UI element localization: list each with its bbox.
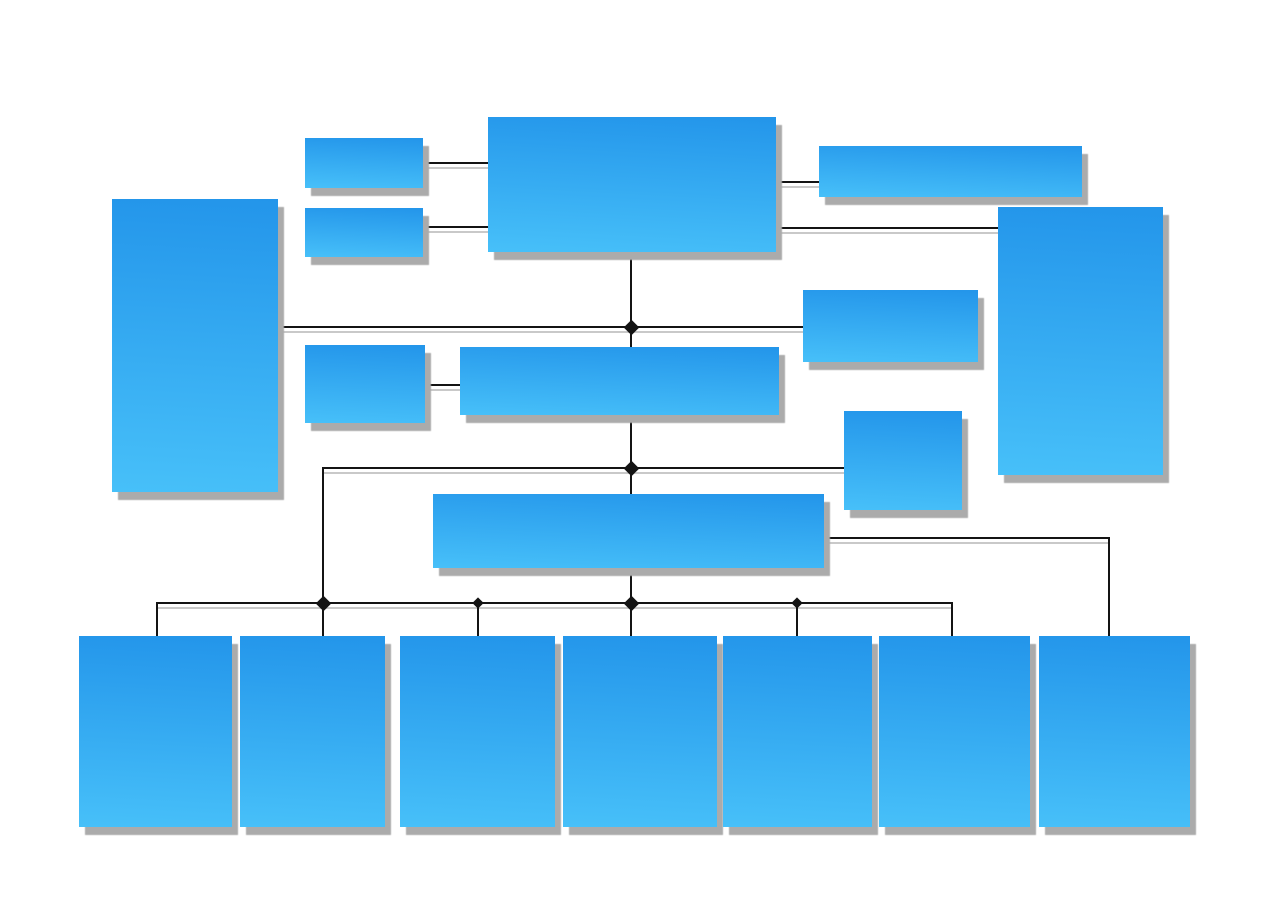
- connector-leg-bottom-5: [796, 602, 798, 636]
- connector-topleft2-to-center: [423, 226, 489, 228]
- tick-bottom-bus-5: [791, 597, 803, 609]
- flowchart-node-mid-center-wide: [460, 347, 779, 415]
- flowchart-node-bottom-5: [723, 636, 872, 827]
- connector-leg-bottom-1: [156, 602, 158, 636]
- junction-bottom-bus-mid: [623, 595, 639, 611]
- flowchart-node-bottom-4: [563, 636, 717, 827]
- flowchart-node-top-left-small-1: [305, 138, 423, 188]
- connector-topleft1-to-center: [423, 162, 489, 164]
- flowchart-node-bottom-2: [240, 636, 385, 827]
- flowchart-node-top-center-large: [488, 117, 776, 252]
- flowchart-node-left-tall: [112, 199, 278, 492]
- junction-center-bus: [623, 319, 639, 335]
- connector-leg-bottom-3: [477, 602, 479, 636]
- flowchart-node-bottom-7: [1039, 636, 1190, 827]
- connector-center-drop: [630, 252, 632, 347]
- connector-center-to-righttall: [776, 227, 998, 229]
- connector-bottom-bus: [156, 602, 953, 604]
- junction-bottom-bus-left: [315, 595, 331, 611]
- flowchart-node-top-left-small-2: [305, 208, 423, 257]
- connector-leg-bottom-2: [322, 602, 324, 636]
- flowchart-node-mid-left-small: [305, 345, 425, 423]
- flowchart-node-bottom-3: [400, 636, 555, 827]
- connector-midcenter-drop: [630, 415, 632, 494]
- connector-row2-bus: [322, 467, 844, 469]
- flowchart-node-lower-center-wide: [433, 494, 824, 568]
- connector-leg-bottom-6: [951, 602, 953, 636]
- flowchart-node-right-tall: [998, 207, 1163, 475]
- connector-center-to-topright: [776, 181, 820, 183]
- connector-lowercenter-right-run: [824, 537, 1110, 539]
- connector-row2-left-drop: [322, 467, 324, 603]
- flowchart-node-bottom-1: [79, 636, 232, 827]
- tick-bottom-bus-3: [472, 597, 484, 609]
- flowchart-node-right-small: [844, 411, 962, 510]
- connector-lefttall-to-midright: [278, 326, 803, 328]
- flowchart-node-mid-right: [803, 290, 978, 362]
- junction-row2-bus: [623, 460, 639, 476]
- connector-midleft-to-midcenter: [425, 384, 460, 386]
- flowchart-node-top-right-wide: [819, 146, 1082, 197]
- flowchart-node-bottom-6: [879, 636, 1030, 827]
- connector-leg-bottom-7: [1108, 537, 1110, 636]
